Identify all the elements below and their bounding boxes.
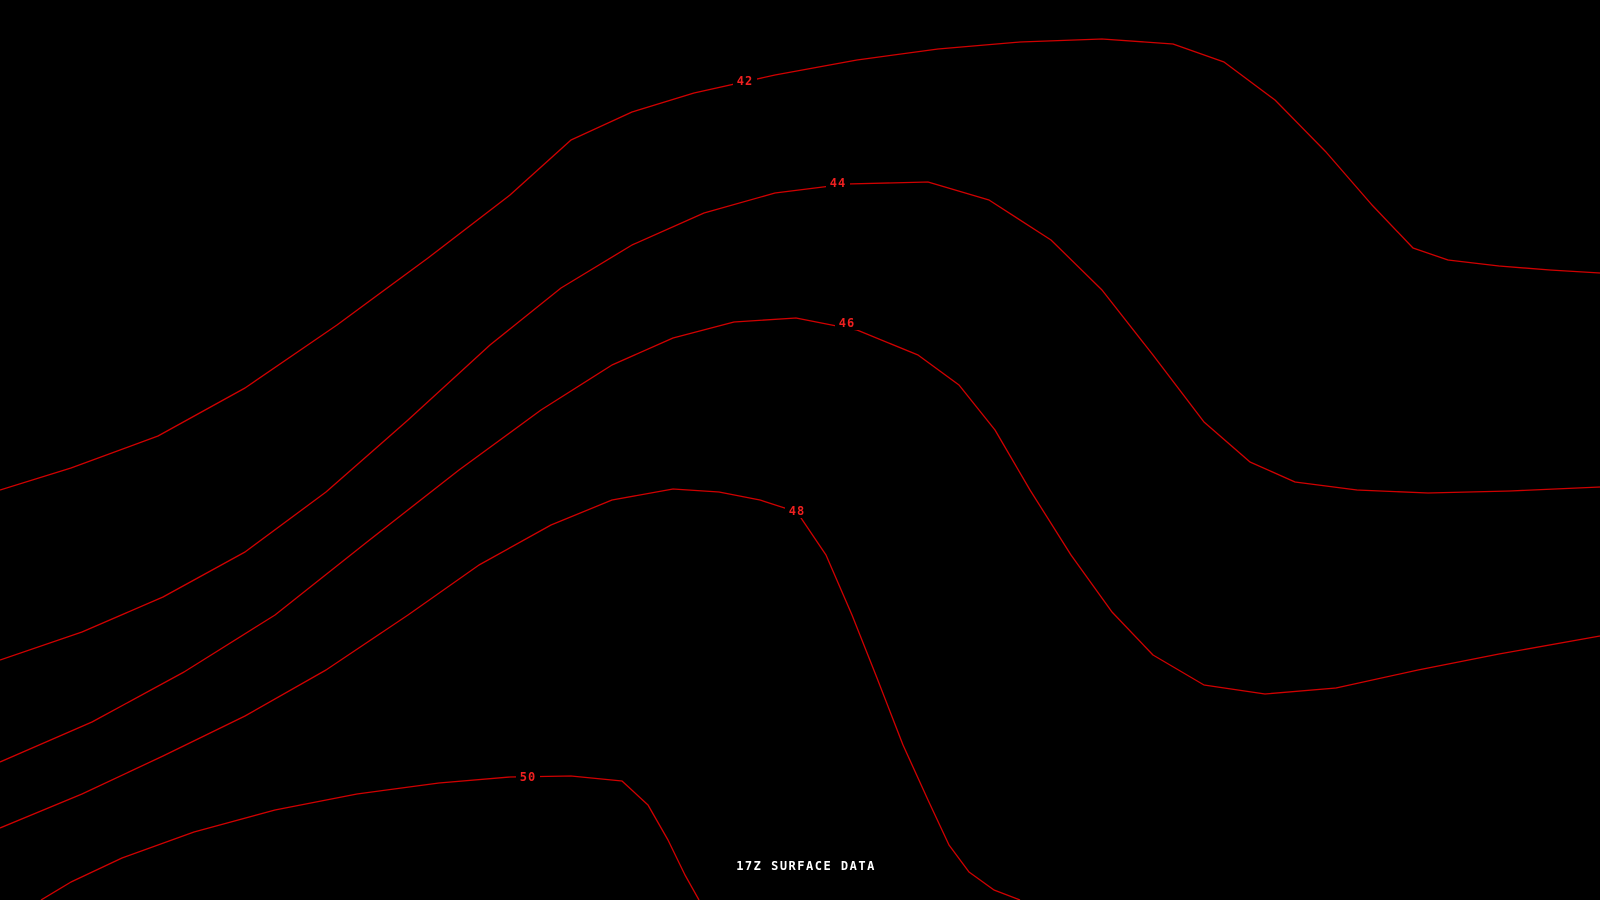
contour-label-50: 50: [520, 770, 536, 784]
contour-line-42: [0, 38, 1600, 491]
contour-line-44: [0, 181, 1600, 661]
contour-label-42: 42: [737, 74, 753, 88]
contour-label-mask-48: [785, 502, 809, 518]
contour-label-48: 48: [789, 504, 805, 518]
contour-label-44: 44: [830, 176, 846, 190]
contour-label-mask-46: [835, 314, 859, 330]
chart-title: 17Z SURFACE DATA: [736, 859, 876, 873]
contour-label-mask-50: [516, 768, 540, 784]
contour-label-mask-44: [826, 174, 850, 190]
contour-line-50: [40, 775, 700, 900]
contour-line-46: [0, 317, 1600, 763]
contour-label-mask-42: [733, 72, 757, 88]
contour-label-46: 46: [839, 316, 855, 330]
contour-line-48: [0, 488, 1021, 900]
